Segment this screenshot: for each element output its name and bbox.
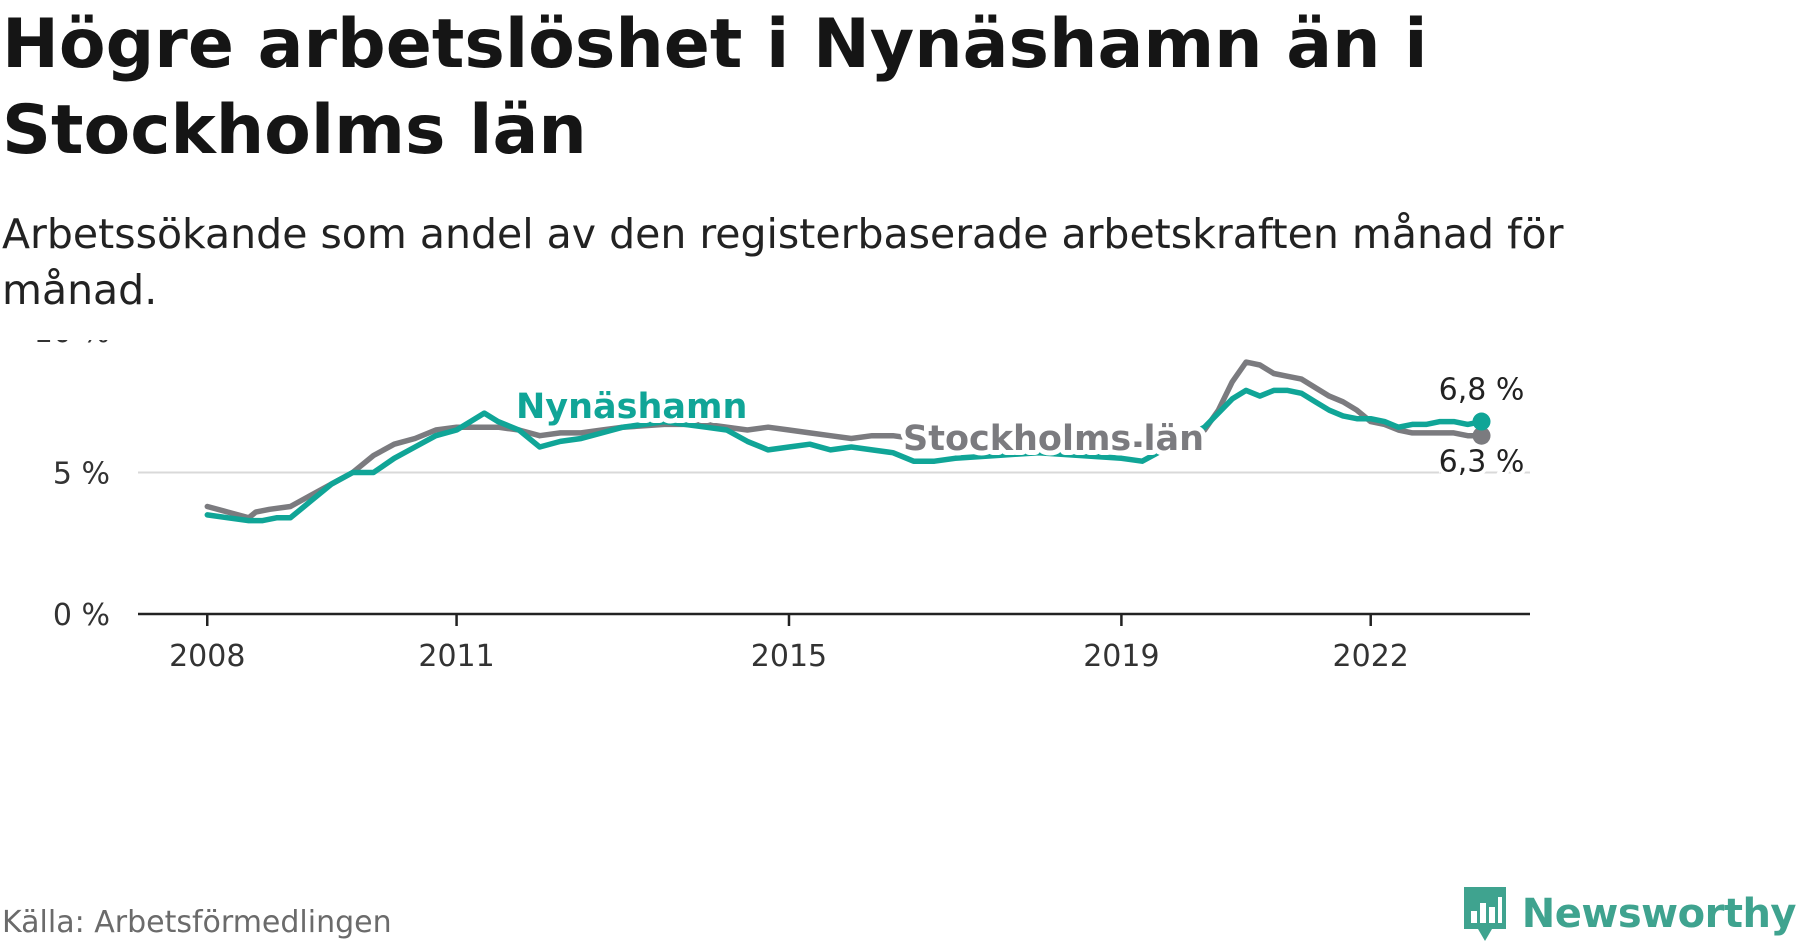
line-chart: 0 %5 %10 %20082011201520192022NynäshamnN… [34,340,1530,674]
source-note: Källa: Arbetsförmedlingen [2,905,392,940]
y-tick-label: 10 % [34,340,110,350]
series-line [204,359,1485,521]
brand-name: Newsworthy [1521,891,1797,937]
x-tick-label: 2015 [751,639,827,674]
x-tick-label: 2019 [1083,639,1159,674]
series-end-marker [1472,412,1491,431]
series-label-nynashamn-halo: Nynäshamn [516,387,747,427]
chart-title: Högre arbetslöshet i Nynäshamn än i Stoc… [2,5,1428,170]
series-label-nynashamn: Nynäshamn [516,387,747,427]
series-label-stockholms-lan-halo: Stockholms län [903,419,1204,459]
newsworthy-brand: Newsworthy [1460,883,1797,945]
y-tick-label: 5 % [53,457,110,492]
x-tick-label: 2011 [418,639,494,674]
end-value-label-halo: 6,3 % [1439,445,1525,480]
chart-subtitle: Arbetssökande som andel av den registerb… [2,210,1564,314]
series-line [204,387,1485,524]
x-tick-label: 2008 [169,639,245,674]
x-tick-label: 2022 [1333,639,1409,674]
series-label-stockholms-lan: Stockholms län [903,419,1204,459]
y-tick-label: 0 % [53,598,110,633]
end-value-label: 6,3 % [1439,445,1525,480]
series-end-marker [1472,426,1491,445]
end-value-label: 6,8 % [1439,373,1525,408]
newsworthy-logo-icon [1460,883,1510,945]
end-value-label-halo: 6,8 % [1439,373,1525,408]
